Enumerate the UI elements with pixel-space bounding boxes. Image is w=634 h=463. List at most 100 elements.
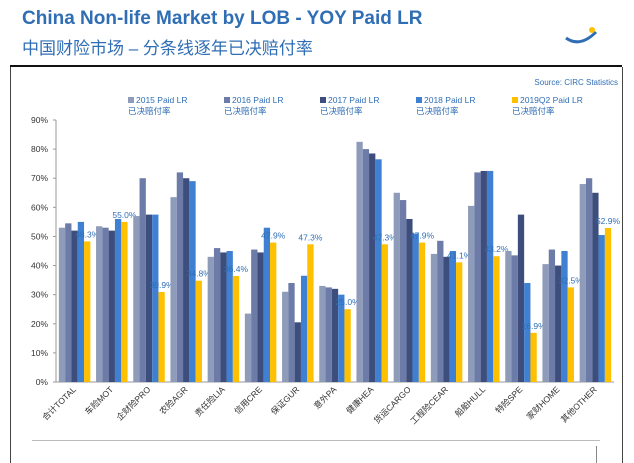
y-tick-label: 40%	[31, 261, 48, 271]
data-label: 47.3%	[298, 232, 323, 242]
bar	[592, 192, 599, 382]
data-label: 25.0%	[336, 297, 361, 307]
bar	[524, 283, 531, 382]
data-label: 47.3%	[373, 232, 398, 242]
bar	[84, 241, 91, 382]
y-tick-label: 0%	[36, 377, 49, 387]
bar	[443, 256, 450, 382]
bar	[369, 153, 376, 382]
bar	[195, 280, 202, 382]
x-tick-label: 其他OTHER	[559, 384, 599, 424]
data-label: 52.9%	[596, 216, 621, 226]
footer-tick	[596, 446, 597, 463]
legend-swatch	[416, 97, 422, 103]
y-tick-label: 70%	[31, 173, 48, 183]
bar	[257, 252, 264, 382]
bar	[381, 244, 388, 382]
source: Source: CIRC Statistics	[534, 78, 618, 87]
x-tick-label: 工程险CEAR	[408, 384, 450, 426]
bar	[325, 287, 332, 382]
bar	[96, 226, 103, 382]
bar	[486, 170, 494, 382]
bar	[437, 240, 444, 382]
data-label: 34.8%	[187, 269, 212, 279]
bar	[220, 252, 227, 382]
bar	[158, 292, 165, 382]
bar	[152, 214, 159, 382]
footer-rule	[32, 440, 600, 441]
bar	[183, 178, 190, 382]
legend-label: 2016 Paid LR 已决赔付率	[224, 95, 284, 116]
legend-item: 2017 Paid LR 已决赔付率	[320, 95, 380, 117]
data-label: 43.2%	[484, 244, 509, 254]
x-tick-label: 车险MOT	[83, 384, 115, 416]
data-label: 41.1%	[447, 250, 472, 260]
y-tick-label: 50%	[31, 231, 48, 241]
data-label: 47.9%	[261, 231, 286, 241]
bar	[263, 227, 271, 382]
x-tick-label: 农险AGR	[157, 384, 189, 416]
bar	[282, 291, 289, 382]
bar	[412, 233, 419, 382]
bar	[579, 184, 586, 382]
data-label: 16.9%	[522, 321, 547, 331]
x-tick-label: 健康HEA	[344, 384, 376, 416]
legend-label: 2017 Paid LR 已决赔付率	[320, 95, 380, 116]
x-tick-label: 信用CRE	[232, 384, 264, 416]
x-tick-label: 意外PA	[312, 384, 339, 411]
legend-swatch	[320, 97, 326, 103]
bar	[430, 253, 438, 382]
x-tick-label: 船舶HULL	[453, 384, 488, 419]
legend-swatch	[128, 97, 134, 103]
bar	[65, 223, 72, 382]
bar	[548, 249, 556, 382]
bar	[561, 251, 568, 382]
y-tick-label: 10%	[31, 348, 48, 358]
x-tick-label: 家财HOME	[524, 384, 561, 421]
bar	[418, 242, 426, 382]
legend-label: 2015 Paid LR 已决赔付率	[128, 95, 188, 116]
legend-item: 2019Q2 Paid LR 已决赔付率	[512, 95, 583, 117]
bar	[213, 248, 221, 382]
bar	[542, 264, 549, 382]
legend-item: 2015 Paid LR 已决赔付率	[128, 95, 188, 117]
bar	[393, 192, 400, 382]
bar	[585, 178, 593, 382]
bar	[344, 309, 351, 382]
x-tick-label: 特险SPE	[493, 384, 524, 415]
bar	[604, 228, 612, 382]
data-label: 36.4%	[224, 264, 249, 274]
data-label: 55.0%	[112, 210, 137, 220]
legend-item: 2018 Paid LR 已决赔付率	[416, 95, 476, 117]
bar	[176, 172, 184, 382]
legend-label: 2019Q2 Paid LR 已决赔付率	[512, 95, 583, 116]
bar	[331, 288, 339, 382]
y-tick-label: 90%	[31, 115, 48, 125]
bar	[505, 251, 512, 382]
bar	[474, 172, 481, 382]
bar	[555, 265, 562, 382]
bar	[121, 221, 128, 382]
bar	[517, 214, 525, 382]
bar	[449, 251, 457, 382]
data-label: 32.5%	[559, 275, 584, 285]
data-label: 30.9%	[150, 280, 175, 290]
header-rule	[10, 65, 622, 67]
bar	[77, 221, 85, 382]
bar	[294, 322, 301, 382]
bar	[133, 216, 140, 382]
bar	[244, 313, 252, 382]
bar	[145, 214, 153, 382]
bar	[170, 197, 177, 382]
bar	[139, 178, 146, 382]
y-tick-label: 80%	[31, 144, 48, 154]
x-tick-label: 企财险PRO	[114, 384, 152, 422]
data-label: 47.9%	[410, 231, 435, 241]
y-tick-label: 20%	[31, 319, 48, 329]
bar	[300, 275, 308, 382]
bar	[567, 287, 574, 382]
bar	[480, 170, 487, 382]
bar	[493, 256, 500, 382]
y-tick-label: 30%	[31, 290, 48, 300]
